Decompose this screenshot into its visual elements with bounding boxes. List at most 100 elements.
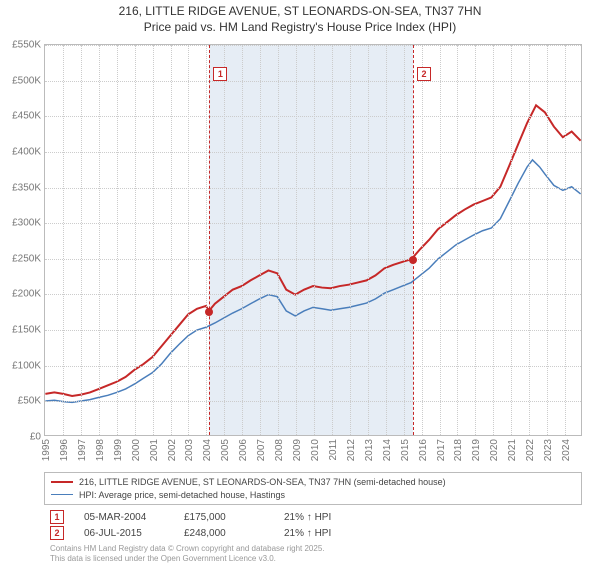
legend-swatch-hpi bbox=[51, 494, 73, 495]
marker-dot bbox=[409, 256, 417, 264]
event-price: £175,000 bbox=[184, 512, 264, 523]
x-tick-label: 2012 bbox=[346, 439, 357, 461]
y-tick-label: £550K bbox=[12, 40, 41, 51]
chart-title-block: 216, LITTLE RIDGE AVENUE, ST LEONARDS-ON… bbox=[0, 0, 600, 37]
y-tick-label: £0 bbox=[30, 432, 41, 443]
marker-number-box: 2 bbox=[417, 67, 431, 81]
marker-dot bbox=[205, 308, 213, 316]
y-gridline bbox=[45, 294, 581, 295]
x-tick-label: 2001 bbox=[149, 439, 160, 461]
x-gridline bbox=[314, 45, 315, 435]
footer-line-1: Contains HM Land Registry data © Crown c… bbox=[50, 544, 576, 554]
marker-number-box: 1 bbox=[213, 67, 227, 81]
x-tick-label: 2002 bbox=[167, 439, 178, 461]
event-rows: 105-MAR-2004£175,00021% ↑ HPI206-JUL-201… bbox=[44, 509, 582, 541]
x-gridline bbox=[117, 45, 118, 435]
event-delta: 21% ↑ HPI bbox=[284, 512, 364, 523]
x-tick-label: 2007 bbox=[256, 439, 267, 461]
x-tick-label: 2000 bbox=[131, 439, 142, 461]
x-gridline bbox=[386, 45, 387, 435]
x-tick-label: 1996 bbox=[59, 439, 70, 461]
x-gridline bbox=[242, 45, 243, 435]
x-tick-label: 2016 bbox=[418, 439, 429, 461]
x-gridline bbox=[440, 45, 441, 435]
legend-label-hpi: HPI: Average price, semi-detached house,… bbox=[79, 489, 285, 502]
event-date: 05-MAR-2004 bbox=[84, 512, 164, 523]
event-delta: 21% ↑ HPI bbox=[284, 528, 364, 539]
chart-plot-area: £0£50K£100K£150K£200K£250K£300K£350K£400… bbox=[44, 44, 582, 436]
x-tick-label: 2013 bbox=[364, 439, 375, 461]
x-tick-label: 2011 bbox=[328, 439, 339, 461]
y-tick-label: £350K bbox=[12, 182, 41, 193]
x-gridline bbox=[278, 45, 279, 435]
legend-box: 216, LITTLE RIDGE AVENUE, ST LEONARDS-ON… bbox=[44, 472, 582, 505]
x-tick-label: 2020 bbox=[489, 439, 500, 461]
x-tick-label: 2017 bbox=[436, 439, 447, 461]
x-gridline bbox=[296, 45, 297, 435]
y-gridline bbox=[45, 81, 581, 82]
x-gridline bbox=[511, 45, 512, 435]
y-gridline bbox=[45, 330, 581, 331]
x-gridline bbox=[171, 45, 172, 435]
x-tick-label: 2010 bbox=[310, 439, 321, 461]
x-tick-label: 1997 bbox=[77, 439, 88, 461]
y-gridline bbox=[45, 116, 581, 117]
x-tick-label: 2006 bbox=[238, 439, 249, 461]
marker-vertical-line bbox=[209, 45, 210, 435]
event-row: 2 06-JUL-2015 £248,000 21% ↑ HPI bbox=[44, 525, 582, 541]
legend-label-price-paid: 216, LITTLE RIDGE AVENUE, ST LEONARDS-ON… bbox=[79, 476, 446, 489]
x-gridline bbox=[188, 45, 189, 435]
x-tick-label: 2019 bbox=[471, 439, 482, 461]
marker-vertical-line bbox=[413, 45, 414, 435]
y-tick-label: £50K bbox=[18, 396, 41, 407]
event-date: 06-JUL-2015 bbox=[84, 528, 164, 539]
x-tick-label: 2014 bbox=[382, 439, 393, 461]
legend-item-price-paid: 216, LITTLE RIDGE AVENUE, ST LEONARDS-ON… bbox=[51, 476, 575, 489]
y-tick-label: £100K bbox=[12, 360, 41, 371]
x-gridline bbox=[475, 45, 476, 435]
legend-item-hpi: HPI: Average price, semi-detached house,… bbox=[51, 489, 575, 502]
x-tick-label: 2005 bbox=[220, 439, 231, 461]
x-gridline bbox=[422, 45, 423, 435]
x-gridline bbox=[350, 45, 351, 435]
y-tick-label: £300K bbox=[12, 218, 41, 229]
x-tick-label: 2003 bbox=[184, 439, 195, 461]
x-gridline bbox=[457, 45, 458, 435]
y-gridline bbox=[45, 188, 581, 189]
x-tick-label: 2004 bbox=[202, 439, 213, 461]
x-gridline bbox=[81, 45, 82, 435]
x-tick-label: 2023 bbox=[543, 439, 554, 461]
legend-swatch-price-paid bbox=[51, 481, 73, 483]
x-tick-label: 2015 bbox=[400, 439, 411, 461]
y-gridline bbox=[45, 401, 581, 402]
y-tick-label: £400K bbox=[12, 146, 41, 157]
x-tick-label: 2009 bbox=[292, 439, 303, 461]
series-line-price_paid bbox=[45, 105, 580, 396]
y-tick-label: £150K bbox=[12, 325, 41, 336]
title-line-2: Price paid vs. HM Land Registry's House … bbox=[0, 20, 600, 36]
y-tick-label: £200K bbox=[12, 289, 41, 300]
x-gridline bbox=[404, 45, 405, 435]
y-gridline bbox=[45, 45, 581, 46]
x-gridline bbox=[135, 45, 136, 435]
y-gridline bbox=[45, 223, 581, 224]
y-gridline bbox=[45, 152, 581, 153]
x-tick-label: 2018 bbox=[453, 439, 464, 461]
title-line-1: 216, LITTLE RIDGE AVENUE, ST LEONARDS-ON… bbox=[0, 4, 600, 20]
x-tick-label: 2021 bbox=[507, 439, 518, 461]
x-gridline bbox=[529, 45, 530, 435]
event-price: £248,000 bbox=[184, 528, 264, 539]
y-gridline bbox=[45, 259, 581, 260]
y-gridline bbox=[45, 366, 581, 367]
event-marker-box: 2 bbox=[50, 526, 64, 540]
y-tick-label: £450K bbox=[12, 111, 41, 122]
event-row: 105-MAR-2004£175,00021% ↑ HPI bbox=[44, 509, 582, 525]
x-tick-label: 2008 bbox=[274, 439, 285, 461]
x-gridline bbox=[63, 45, 64, 435]
legend-and-events: 216, LITTLE RIDGE AVENUE, ST LEONARDS-ON… bbox=[44, 472, 582, 563]
chart-svg-lines bbox=[45, 45, 581, 435]
x-tick-label: 2024 bbox=[561, 439, 572, 461]
y-tick-label: £250K bbox=[12, 253, 41, 264]
x-tick-label: 2022 bbox=[525, 439, 536, 461]
x-tick-label: 1995 bbox=[41, 439, 52, 461]
